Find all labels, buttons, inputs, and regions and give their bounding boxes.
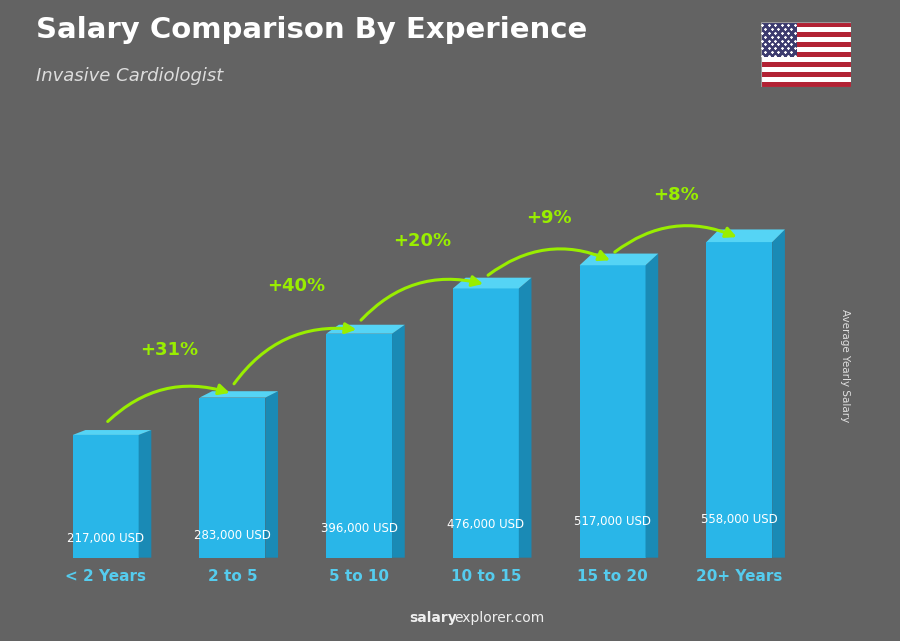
Bar — [760, 28, 850, 32]
Bar — [760, 32, 850, 37]
Text: Average Yearly Salary: Average Yearly Salary — [840, 309, 850, 422]
Bar — [760, 22, 796, 57]
Bar — [760, 42, 850, 47]
Polygon shape — [580, 254, 658, 265]
Text: Salary Comparison By Experience: Salary Comparison By Experience — [36, 16, 587, 44]
Polygon shape — [706, 229, 785, 242]
Text: salary: salary — [410, 611, 457, 625]
Bar — [760, 81, 850, 87]
Bar — [760, 47, 850, 52]
Bar — [760, 67, 850, 72]
Text: +8%: +8% — [653, 186, 698, 204]
Text: +40%: +40% — [266, 278, 325, 296]
Bar — [760, 72, 850, 77]
Bar — [760, 62, 850, 67]
Text: +31%: +31% — [140, 341, 198, 359]
Text: +20%: +20% — [393, 232, 452, 250]
Bar — [760, 52, 850, 57]
Polygon shape — [73, 435, 139, 558]
Bar — [760, 37, 850, 42]
Polygon shape — [73, 430, 151, 435]
Polygon shape — [453, 288, 518, 558]
Polygon shape — [580, 265, 645, 558]
Text: 476,000 USD: 476,000 USD — [447, 518, 525, 531]
Bar — [760, 22, 850, 28]
Text: Invasive Cardiologist: Invasive Cardiologist — [36, 67, 223, 85]
Polygon shape — [200, 391, 278, 397]
Text: +9%: +9% — [526, 209, 572, 227]
Text: 558,000 USD: 558,000 USD — [701, 513, 778, 526]
Text: 396,000 USD: 396,000 USD — [320, 522, 398, 535]
Polygon shape — [706, 242, 772, 558]
Text: explorer.com: explorer.com — [454, 611, 544, 625]
Polygon shape — [326, 334, 392, 558]
Polygon shape — [645, 254, 658, 558]
Text: 217,000 USD: 217,000 USD — [68, 533, 144, 545]
Text: 517,000 USD: 517,000 USD — [574, 515, 651, 528]
Polygon shape — [200, 397, 266, 558]
Polygon shape — [266, 391, 278, 558]
Bar — [760, 57, 850, 62]
Polygon shape — [139, 430, 151, 558]
Polygon shape — [453, 278, 532, 288]
Polygon shape — [772, 229, 785, 558]
Text: 283,000 USD: 283,000 USD — [194, 529, 271, 542]
Polygon shape — [326, 325, 405, 334]
Polygon shape — [518, 278, 532, 558]
Polygon shape — [392, 325, 405, 558]
Bar — [760, 77, 850, 81]
